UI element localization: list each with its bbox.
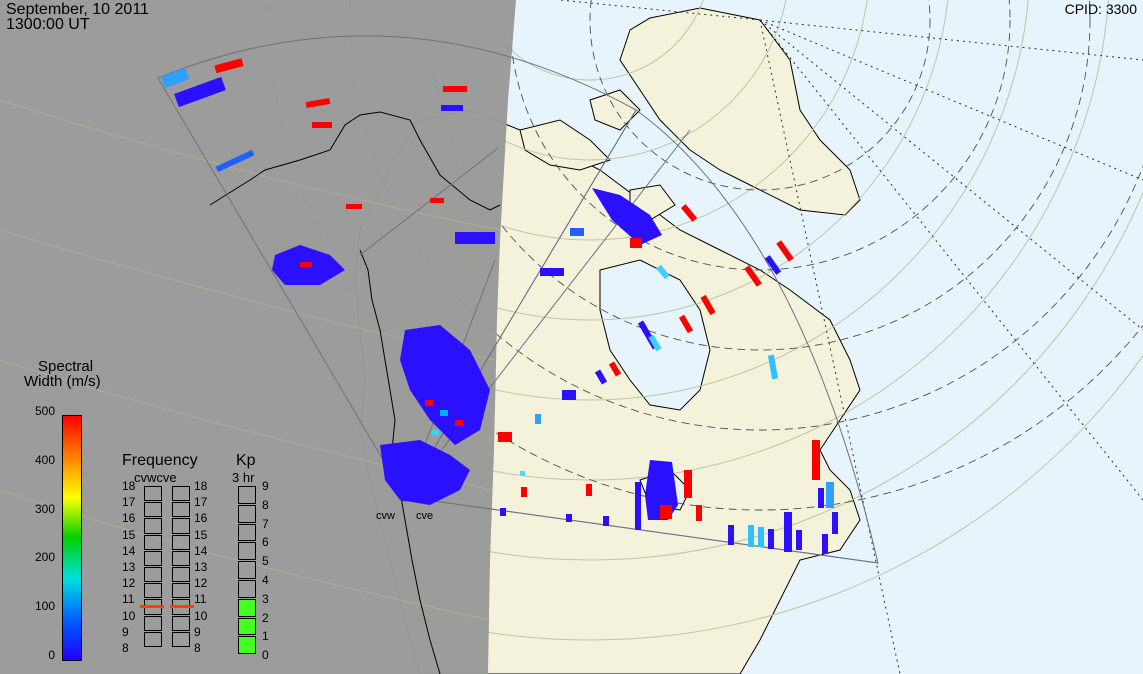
greenland-landmass bbox=[619, 7, 861, 216]
kp-tick-label: 0 bbox=[262, 648, 269, 663]
frequency-tick-label: 13 bbox=[194, 560, 208, 574]
colorbar-tick-label: 100 bbox=[34, 599, 55, 614]
frequency-tick-label: 9 bbox=[194, 624, 201, 639]
frequency-cell bbox=[144, 583, 162, 599]
hudson-bay bbox=[599, 259, 711, 411]
frequency-tick-label: 11 bbox=[194, 592, 207, 607]
frequency-tick-label: 15 bbox=[122, 527, 136, 542]
frequency-cell bbox=[144, 486, 162, 502]
kp-tick-label: 7 bbox=[262, 516, 269, 531]
kp-tick-label: 9 bbox=[262, 479, 269, 493]
frequency-cell bbox=[172, 567, 190, 583]
frequency-cell bbox=[144, 534, 162, 550]
radar-label-cvw: cvw bbox=[376, 510, 395, 522]
frequency-tick-label: 10 bbox=[122, 608, 136, 623]
frequency-tick-label: 11 bbox=[122, 592, 135, 607]
frequency-tick-label: 14 bbox=[194, 543, 208, 558]
cve-frequency-marker bbox=[170, 604, 194, 608]
kp-tick-label: 1 bbox=[262, 629, 269, 644]
frequency-tick-label: 9 bbox=[122, 624, 129, 639]
cpid-caption: CPID: bbox=[1064, 1, 1102, 17]
frequency-cell bbox=[172, 615, 190, 631]
kp-cell bbox=[238, 523, 256, 542]
frequency-tick-label: 16 bbox=[122, 511, 136, 526]
kp-cell bbox=[238, 486, 256, 504]
spectral-width-colorbar bbox=[62, 415, 82, 661]
frequency-tick-label: 14 bbox=[122, 543, 136, 558]
frequency-tick-label: 15 bbox=[194, 527, 208, 542]
frequency-tick-label: 17 bbox=[122, 495, 136, 510]
time-label: 1300:00 UT bbox=[6, 16, 90, 33]
kp-tick-label: 6 bbox=[262, 535, 269, 550]
kp-subtitle: 3 hr bbox=[232, 470, 255, 485]
frequency-tick-label: 13 bbox=[122, 560, 136, 574]
frequency-cell bbox=[172, 518, 190, 534]
west-coastline bbox=[209, 111, 501, 674]
colorbar-tick-label: 0 bbox=[48, 648, 55, 662]
frequency-tick-label: 8 bbox=[194, 641, 201, 655]
frequency-cell bbox=[172, 631, 190, 647]
colorbar-tick-label: 200 bbox=[34, 550, 55, 565]
frequency-title: Frequency bbox=[122, 452, 198, 469]
kp-cell bbox=[238, 561, 256, 579]
frequency-cell bbox=[172, 550, 190, 566]
frequency-tick-label: 17 bbox=[194, 495, 208, 510]
kp-tick-label: 3 bbox=[262, 591, 269, 606]
frequency-cell bbox=[144, 615, 162, 631]
cvw-frequency-marker bbox=[140, 604, 164, 608]
kp-tick-label: 5 bbox=[262, 554, 269, 569]
cpid-label: CPID: 3300 bbox=[1065, 2, 1137, 16]
colorbar-tick-label: 400 bbox=[34, 452, 55, 467]
radar-label-cve: cve bbox=[416, 510, 434, 522]
kp-title: Kp bbox=[236, 452, 256, 469]
frequency-tick-label: 12 bbox=[122, 576, 136, 591]
colorbar-tick-label: 500 bbox=[34, 404, 55, 418]
frequency-tick-label: 10 bbox=[194, 608, 208, 623]
kp-cell bbox=[238, 542, 256, 561]
frequency-cell bbox=[144, 550, 162, 566]
frequency-cell bbox=[144, 518, 162, 534]
kp-cell bbox=[238, 598, 256, 617]
backscatter-echoes bbox=[160, 58, 838, 554]
frequency-cell bbox=[144, 567, 162, 583]
cve-fov bbox=[404, 109, 879, 564]
kp-tick-label: 2 bbox=[262, 610, 269, 625]
colorbar-title-line2: Width (m/s) bbox=[24, 373, 101, 390]
frequency-cell bbox=[144, 502, 162, 518]
frequency-tick-label: 8 bbox=[122, 641, 129, 655]
arctic-islands bbox=[519, 119, 611, 171]
kp-tick-label: 8 bbox=[262, 497, 269, 512]
kp-cell bbox=[238, 636, 256, 655]
date-label: September, 10 2011 bbox=[6, 1, 149, 18]
kp-cell bbox=[238, 580, 256, 598]
frequency-tick-label: 16 bbox=[194, 511, 208, 526]
frequency-cell bbox=[172, 534, 190, 550]
colorbar-tick-label: 300 bbox=[34, 501, 55, 516]
frequency-tick-label: 18 bbox=[194, 479, 208, 493]
cpid-value: 3300 bbox=[1105, 1, 1137, 17]
frequency-cell bbox=[172, 502, 190, 518]
frequency-cell bbox=[172, 583, 190, 599]
frequency-subtitle: cvwcve bbox=[134, 470, 177, 485]
frequency-cell bbox=[172, 486, 190, 502]
kp-tick-label: 4 bbox=[262, 573, 269, 587]
kp-cell bbox=[238, 504, 256, 523]
colorbar-title-line1: Spectral bbox=[38, 358, 94, 375]
frequency-tick-label: 12 bbox=[194, 576, 208, 591]
magnetic-meridians bbox=[559, 0, 1143, 674]
frequency-tick-label: 18 bbox=[122, 479, 136, 493]
frequency-cell bbox=[144, 631, 162, 647]
night-side bbox=[0, 0, 516, 674]
cvw-fov bbox=[157, 35, 637, 498]
kp-cell bbox=[238, 617, 256, 636]
